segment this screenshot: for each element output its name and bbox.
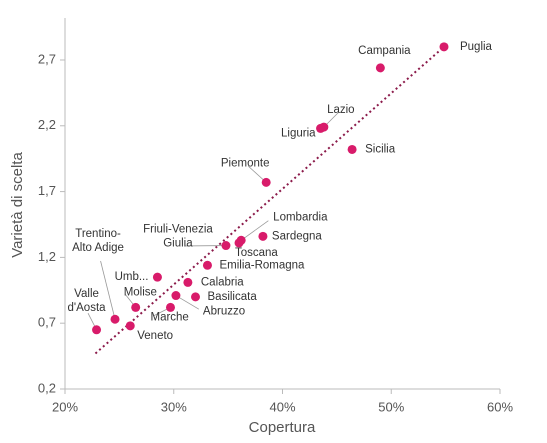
point — [375, 63, 385, 73]
point-label: Piemonte — [221, 157, 270, 169]
point-label-line: Piemonte — [221, 157, 270, 169]
x-tick-label: 60% — [487, 399, 513, 414]
point-label: Basilicata — [208, 291, 258, 303]
point — [131, 302, 141, 312]
point-label: Valle d'Aosta — [68, 288, 107, 314]
point — [261, 177, 271, 187]
point-label-line: Alto Adige — [72, 242, 124, 254]
y-tick-label: 0,2 — [38, 380, 56, 395]
point-label-line: Basilicata — [208, 291, 258, 303]
point-label: Puglia — [460, 41, 493, 53]
point — [183, 277, 193, 287]
point-label-line: Puglia — [460, 41, 493, 53]
point-label: Campania — [358, 45, 411, 57]
y-tick-label: 0,7 — [38, 315, 56, 330]
point-label-line: Trentino- — [75, 228, 121, 240]
point — [165, 302, 175, 312]
point-label: Lazio — [327, 104, 355, 116]
y-tick-label: 2,7 — [38, 51, 56, 66]
point-label: Umb... — [115, 271, 149, 283]
point-label-line: Marche — [150, 311, 188, 323]
trendline — [94, 46, 445, 355]
x-axis-title: Copertura — [249, 419, 316, 436]
point-label-line: Abruzzo — [203, 306, 245, 318]
leader-line — [100, 260, 116, 320]
point — [110, 314, 120, 324]
point-label-line: Giulia — [163, 238, 193, 250]
point-label-line: Friuli-Venezia — [143, 224, 213, 236]
point — [171, 291, 181, 301]
point-label-line: d'Aosta — [68, 302, 107, 314]
point — [234, 238, 244, 248]
point-label: Marche — [150, 311, 188, 323]
point-label-line: Valle — [74, 288, 99, 300]
point — [125, 321, 135, 331]
x-tick-label: 40% — [269, 399, 295, 414]
point-label: Molise — [124, 286, 157, 298]
point-label: Liguria — [281, 127, 316, 139]
point-label: Abruzzo — [203, 306, 245, 318]
point-label-line: Lombardia — [273, 211, 328, 223]
leader-line — [240, 220, 269, 241]
point — [191, 292, 200, 302]
point-label: Sardegna — [272, 230, 322, 242]
point-label-line: Lazio — [327, 104, 355, 116]
point — [258, 231, 268, 241]
point-label: Emilia-Romagna — [219, 259, 305, 271]
y-tick-label: 1,2 — [38, 249, 56, 264]
point — [152, 272, 162, 282]
point — [439, 42, 449, 52]
point-label-line: Emilia-Romagna — [219, 259, 305, 271]
point-label-line: Toscana — [235, 247, 278, 259]
y-tick-label: 2,2 — [38, 117, 56, 132]
point-label-line: Sardegna — [272, 230, 322, 242]
point-label-line: Liguria — [281, 127, 316, 139]
x-tick-label: 30% — [161, 399, 187, 414]
point-label: Friuli-Venezia Giulia — [143, 224, 213, 250]
point — [202, 260, 212, 270]
point-label: Sicilia — [365, 144, 396, 156]
point — [316, 123, 326, 133]
y-tick-label: 1,7 — [38, 183, 56, 198]
x-tick-label: 50% — [378, 399, 404, 414]
point-label: Trentino- Alto Adige — [72, 228, 124, 254]
y-axis-title: Varietà di scelta — [9, 152, 26, 258]
point-label-line: Umb... — [115, 271, 149, 283]
point-label: Veneto — [137, 330, 173, 342]
point — [221, 241, 231, 251]
point — [92, 325, 102, 335]
point-label: Calabria — [201, 276, 244, 288]
point-label-line: Veneto — [137, 330, 173, 342]
point-label-line: Sicilia — [365, 144, 396, 156]
point-label-line: Molise — [124, 286, 157, 298]
point-label-line: Calabria — [201, 276, 244, 288]
point-label-line: Campania — [358, 45, 411, 57]
x-tick-label: 20% — [52, 399, 78, 414]
point-label: Toscana — [235, 247, 278, 259]
point-label: Lombardia — [273, 211, 328, 223]
point — [347, 144, 357, 154]
